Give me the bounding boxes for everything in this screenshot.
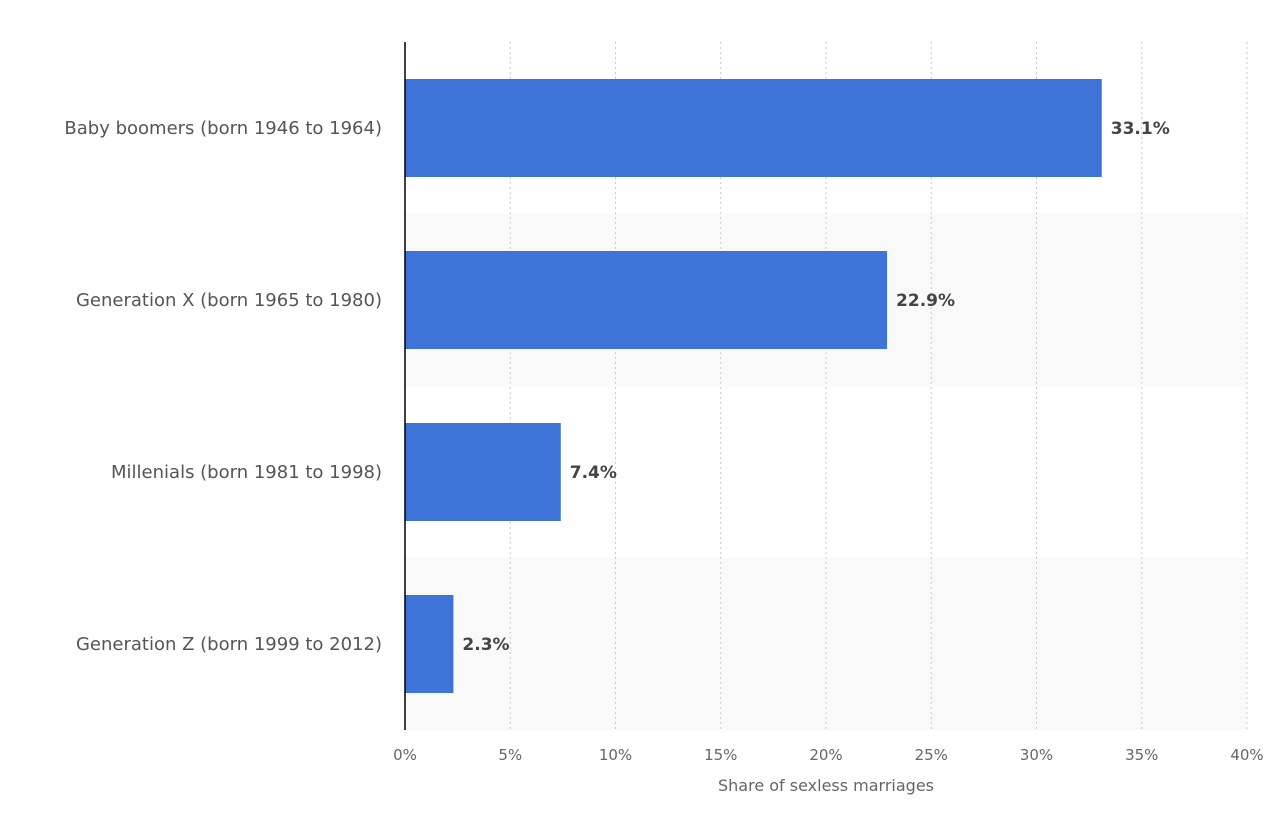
category-label: Generation X (born 1965 to 1980) (76, 290, 382, 311)
x-axis-title: Share of sexless marriages (718, 776, 934, 795)
data-label: 33.1% (1111, 119, 1170, 139)
value-labels: 33.1% 22.9% 7.4% 2.3% (462, 119, 1169, 655)
category-label: Generation Z (born 1999 to 2012) (76, 634, 382, 655)
bar (405, 595, 454, 693)
x-tick-label: 5% (498, 746, 522, 764)
data-label: 22.9% (896, 291, 955, 311)
x-tick-label: 10% (599, 746, 632, 764)
data-label: 7.4% (570, 463, 617, 483)
data-label: 2.3% (462, 635, 509, 655)
x-tick-label: 20% (809, 746, 842, 764)
x-tick-label: 40% (1230, 746, 1263, 764)
x-tick-label: 0% (393, 746, 417, 764)
x-tick-label: 35% (1125, 746, 1158, 764)
category-label: Baby boomers (born 1946 to 1964) (64, 118, 382, 139)
category-labels: Baby boomers (born 1946 to 1964) Generati… (64, 118, 382, 655)
x-tick-labels: 0% 5% 10% 15% 20% 25% 30% 35% 40% (393, 746, 1264, 764)
bar (405, 251, 888, 349)
bar (405, 423, 561, 521)
category-label: Millenials (born 1981 to 1998) (111, 462, 382, 483)
bars (405, 79, 1102, 693)
x-tick-label: 25% (915, 746, 948, 764)
bar (405, 79, 1102, 177)
x-tick-label: 30% (1020, 746, 1053, 764)
x-tick-label: 15% (704, 746, 737, 764)
